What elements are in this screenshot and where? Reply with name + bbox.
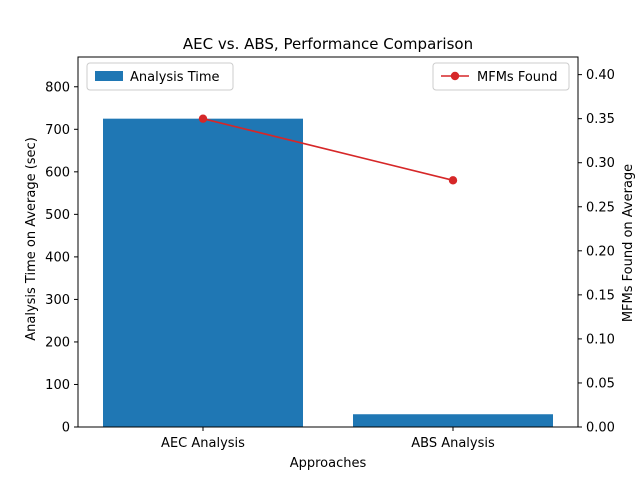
y2-tick-label: 0.00 (586, 421, 615, 436)
legend-swatch-marker (450, 71, 460, 81)
y-tick-label: 400 (45, 250, 70, 265)
point-mfms-found-1 (198, 114, 208, 123)
y-tick-label: 100 (45, 378, 70, 393)
y-tick-label: 0 (62, 421, 70, 436)
y2-axis-title: MFMs Found on Average (621, 164, 636, 322)
y2-tick-label: 0.20 (586, 244, 615, 259)
y-tick-label: 200 (45, 335, 70, 350)
y2-tick-label: 0.05 (586, 376, 615, 391)
chart-title: AEC vs. ABS, Performance Comparison (183, 35, 473, 53)
y2-tick-label: 0.35 (586, 112, 615, 127)
line-mfms-found (202, 117, 454, 182)
y2-tick-label: 0.25 (586, 200, 615, 215)
y-tick-label: 300 (45, 293, 70, 308)
y2-tick-label: 0.30 (586, 156, 615, 171)
y-tick-label: 700 (45, 123, 70, 138)
legend-mfms-found: MFMs Found (432, 62, 570, 91)
axes-layer: 0 100 200 300 400 500 600 700 800 0.00 0.05 0.10 0.1… (45, 56, 615, 451)
legend-analysis-time: Analysis Time (86, 62, 234, 91)
bar-aec-analysis (103, 118, 303, 428)
x-axis-title: Approaches (290, 456, 367, 471)
y2-tick-label: 0.10 (586, 332, 615, 347)
x-tick-label: AEC Analysis (161, 436, 245, 451)
y2-tick-label: 0.40 (586, 68, 615, 83)
plot-frame (77, 56, 579, 428)
legend-box (432, 62, 570, 91)
legend-box (86, 62, 234, 91)
y-tick-label: 800 (45, 80, 70, 95)
point-mfms-found-2 (448, 176, 458, 185)
y-axis-title: Analysis Time on Average (sec) (24, 137, 39, 341)
y-tick-label: 500 (45, 208, 70, 223)
legend-label-analysis-time: Analysis Time (130, 70, 220, 85)
y2-tick-label: 0.15 (586, 288, 615, 303)
bar-abs-analysis (353, 414, 553, 427)
x-tick-label: ABS Analysis (411, 436, 495, 451)
legend-swatch-analysis-time (95, 71, 123, 81)
legend-label-mfms-found: MFMs Found (477, 70, 558, 85)
plot-area (103, 114, 553, 428)
y-tick-label: 600 (45, 165, 70, 180)
